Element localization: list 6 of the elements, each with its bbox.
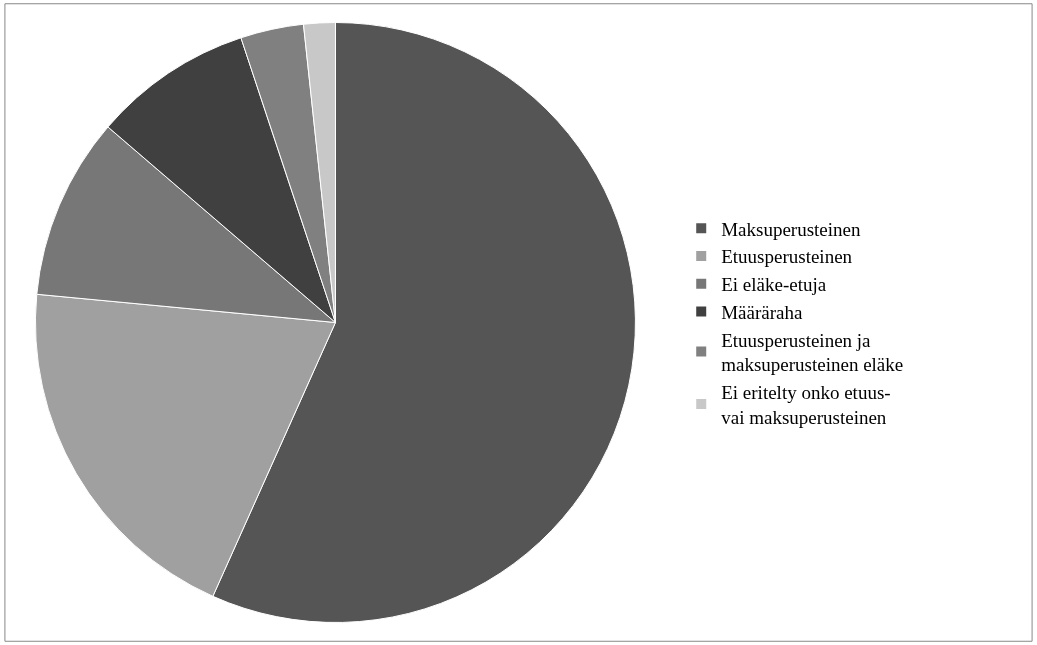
legend-label: Ei eläke-etuja [721,274,827,296]
legend-label: Ei eritelty onko etuus- vai maksuperusteinen [721,381,891,428]
legend-label: Etuusperusteinen ja maksuperusteinen eläke [721,329,904,376]
legend-label: Etuusperusteinen [721,246,853,268]
legend-label: Määräraha [721,301,803,323]
legend-label: Maksuperusteinen [721,218,862,240]
